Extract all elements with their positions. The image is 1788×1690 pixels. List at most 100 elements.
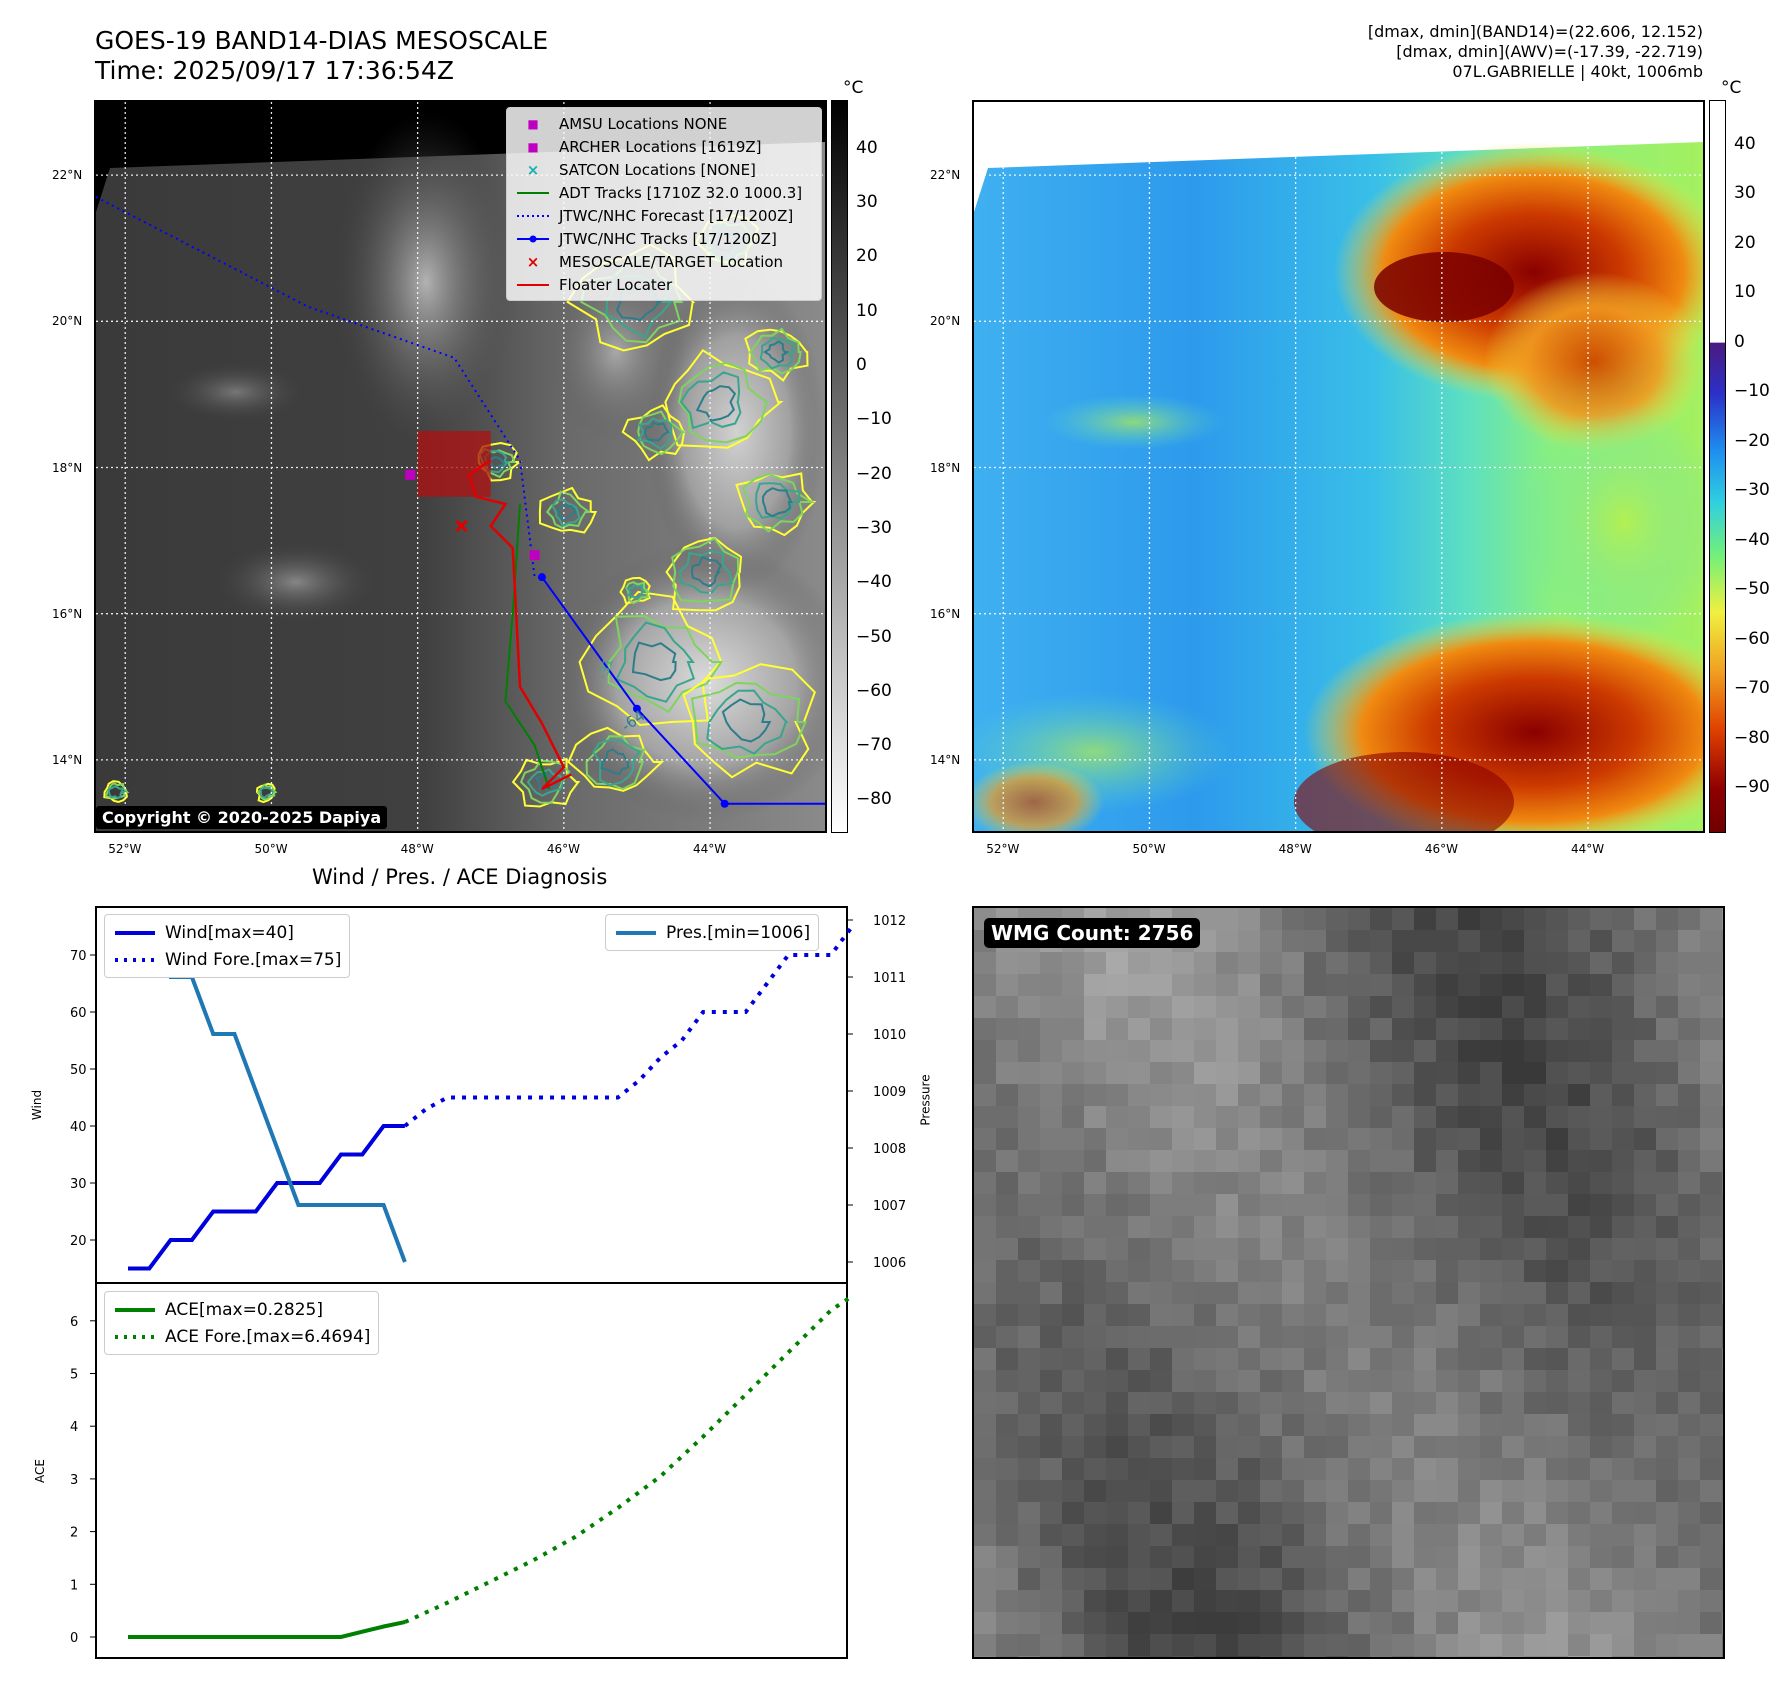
wmg-pixel: [1502, 1590, 1524, 1612]
wmg-pixel: [1348, 1436, 1370, 1458]
wmg-pixel: [1326, 1260, 1348, 1282]
wmg-pixel: [1436, 1612, 1458, 1634]
wmg-pixel: [1216, 1502, 1238, 1524]
wmg-pixel: [1700, 1238, 1722, 1260]
wmg-pixel: [1612, 1392, 1634, 1414]
temperature-contour: [695, 385, 737, 422]
wmg-pixel: [1238, 1414, 1260, 1436]
wmg-pixel: [1524, 1062, 1546, 1084]
wmg-pixel: [1656, 1568, 1678, 1590]
wmg-pixel: [1502, 1194, 1524, 1216]
wmg-pixel: [1392, 1656, 1414, 1657]
wmg-pixel: [1084, 1260, 1106, 1282]
wmg-pixel: [1348, 1502, 1370, 1524]
wmg-pixel: [1700, 1458, 1722, 1480]
wmg-pixel: [1634, 1062, 1656, 1084]
wmg-pixel: [1524, 930, 1546, 952]
wmg-pixel: [1040, 1502, 1062, 1524]
wmg-pixel: [1722, 1304, 1723, 1326]
wmg-pixel: [1172, 1568, 1194, 1590]
temperature-contour: [677, 361, 769, 444]
copyright-badge: Copyright © 2020-2025 Dapiya: [96, 806, 388, 829]
wind-tick-label: 20: [70, 1234, 87, 1249]
wmg-pixel: [1634, 1172, 1656, 1194]
wmg-pixel: [1634, 1348, 1656, 1370]
wmg-pixel: [1084, 974, 1106, 996]
wmg-pixel: [1590, 952, 1612, 974]
wmg-pixel: [1414, 952, 1436, 974]
longitude-tick-label: 48°W: [400, 842, 434, 856]
wmg-pixel: [1590, 1656, 1612, 1657]
legend-item-adt: ADT Tracks [1710Z 32.0 1000.3]: [515, 181, 813, 204]
wmg-pixel: [974, 1326, 996, 1348]
wmg-pixel: [1084, 1524, 1106, 1546]
wmg-pixel: [1084, 1194, 1106, 1216]
wmg-pixel: [1370, 1480, 1392, 1502]
wmg-pixel: [1590, 1502, 1612, 1524]
wmg-pixel: [996, 1172, 1018, 1194]
wmg-pixel: [1106, 1458, 1128, 1480]
colorbar-tick-label: 40: [1734, 133, 1756, 154]
wmg-pixel: [1326, 974, 1348, 996]
wmg-pixel: [1700, 1568, 1722, 1590]
wmg-pixel: [1238, 1502, 1260, 1524]
wmg-pixel: [1590, 1238, 1612, 1260]
wmg-pixel: [1436, 1106, 1458, 1128]
wmg-pixel: [1238, 1216, 1260, 1238]
wmg-pixel: [1656, 1634, 1678, 1656]
wmg-pixel: [1700, 1546, 1722, 1568]
wmg-pixel: [1106, 1524, 1128, 1546]
series-wind: [128, 1124, 405, 1271]
wmg-pixel: [1414, 1480, 1436, 1502]
wmg-pixel: [1612, 1546, 1634, 1568]
wmg-pixel: [1128, 1194, 1150, 1216]
wmg-pixel: [1392, 1128, 1414, 1150]
wmg-pixel: [1062, 1040, 1084, 1062]
wmg-pixel: [1568, 908, 1590, 930]
wmg-pixel: [1656, 1392, 1678, 1414]
wmg-pixel: [1458, 1458, 1480, 1480]
wmg-pixel: [1348, 1018, 1370, 1040]
wmg-pixel: [1370, 1436, 1392, 1458]
wmg-pixel: [996, 1238, 1018, 1260]
wmg-pixel: [1216, 1634, 1238, 1656]
wmg-pixel: [1546, 1084, 1568, 1106]
ace-tick-label: 2: [70, 1526, 78, 1541]
wmg-pixel: [1656, 1150, 1678, 1172]
wmg-pixel: [1546, 1062, 1568, 1084]
wmg-pixel: [1392, 1458, 1414, 1480]
wmg-pixel: [1678, 1062, 1700, 1084]
wmg-pixel: [1282, 1502, 1304, 1524]
floater-box: [417, 430, 491, 497]
wmg-pixel: [1370, 974, 1392, 996]
wmg-pixel: [1458, 1414, 1480, 1436]
wmg-pixel: [1568, 1172, 1590, 1194]
wmg-pixel: [1612, 974, 1634, 996]
wmg-pixel: [1436, 1458, 1458, 1480]
wmg-pixel: [996, 1194, 1018, 1216]
wmg-pixel: [1260, 1040, 1282, 1062]
wmg-pixel: [1106, 1304, 1128, 1326]
wmg-pixel: [1106, 1216, 1128, 1238]
wmg-pixel: [996, 1282, 1018, 1304]
temperature-contour: [682, 663, 816, 779]
wmg-pixel: [1414, 908, 1436, 930]
longitude-tick-label: 46°W: [1424, 842, 1458, 856]
wmg-pixel: [1480, 930, 1502, 952]
wmg-pixel: [1414, 1392, 1436, 1414]
wmg-pixel: [1018, 1172, 1040, 1194]
temperature-contour: [665, 536, 743, 612]
wmg-pixel: [1656, 1612, 1678, 1634]
wmg-pixel: [1656, 1502, 1678, 1524]
temperature-contour: [755, 482, 801, 520]
legend-item-amsu: ■ AMSU Locations NONE: [515, 112, 813, 135]
wmg-pixel: [1700, 1062, 1722, 1084]
wmg-pixel: [1348, 1304, 1370, 1326]
wmg-pixel: [1084, 1656, 1106, 1657]
wmg-pixel: [996, 1590, 1018, 1612]
wmg-pixel: [1194, 1018, 1216, 1040]
wmg-pixel: [1502, 1370, 1524, 1392]
wmg-pixel: [1172, 1304, 1194, 1326]
wmg-pixel: [1304, 1436, 1326, 1458]
wmg-pixel: [1524, 1282, 1546, 1304]
